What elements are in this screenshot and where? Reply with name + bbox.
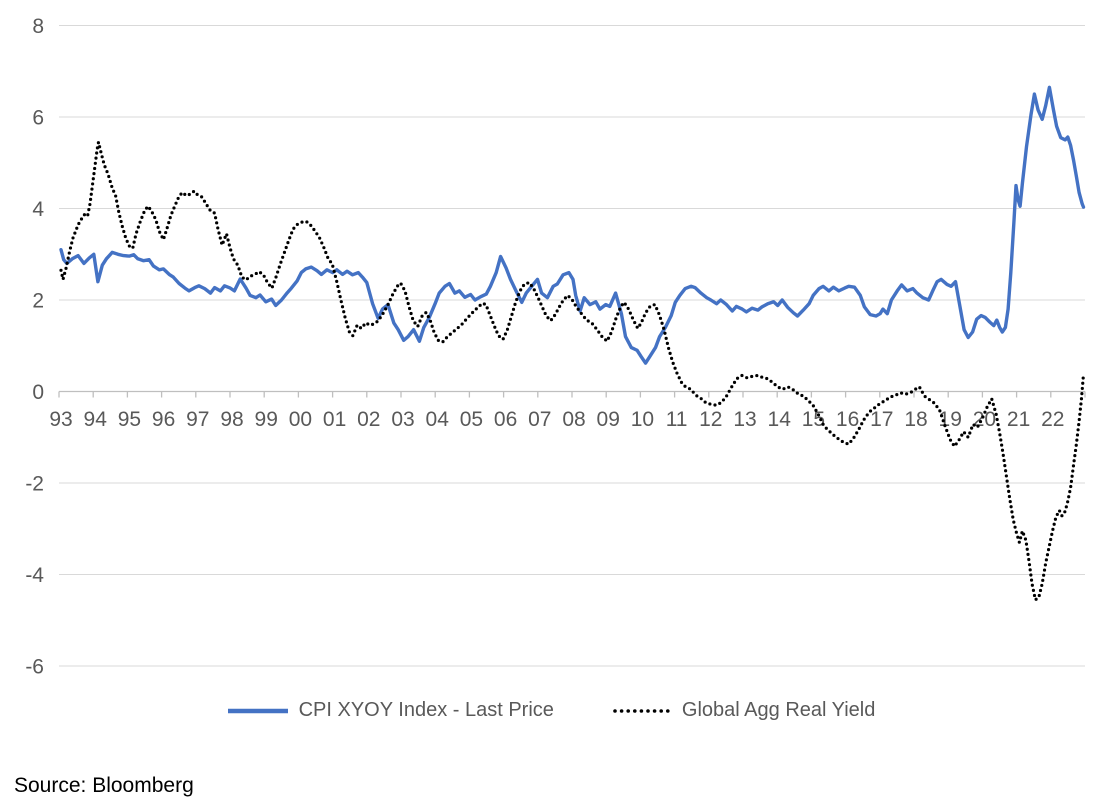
x-axis-tick-label-08: 08 [562,408,585,431]
x-axis-tick-label-13: 13 [733,408,756,431]
x-axis-tick-label-05: 05 [460,408,483,431]
x-axis-tick-label-06: 06 [494,408,517,431]
legend-item-cpi: CPI XYOY Index - Last Price [227,699,554,722]
y-axis-tick-label--6: -6 [25,656,44,679]
source-caption: Source: Bloomberg [14,774,194,797]
x-axis-tick-label-04: 04 [426,408,450,431]
cpi-line-series [59,85,1086,365]
y-axis-tick-label--4: -4 [25,564,44,587]
x-axis-tick-label-99: 99 [255,408,278,431]
x-axis-tick-label-02: 02 [357,408,380,431]
real-yield-dotted-series [59,141,1085,603]
y-axis-tick-label-4: 4 [32,198,44,221]
legend-solid-line-icon [227,708,288,713]
x-axis-tick-label-16: 16 [836,408,859,431]
y-axis-tick-label-6: 6 [32,107,44,130]
x-axis-tick-label-18: 18 [904,408,927,431]
x-axis-tick-label-22: 22 [1041,408,1064,431]
x-axis-tick-label-94: 94 [84,408,108,431]
x-axis-tick-label-01: 01 [323,408,346,431]
x-axis-tick-label-12: 12 [699,408,722,431]
x-axis-tick-label-96: 96 [152,408,175,431]
x-axis-tick-label-97: 97 [186,408,209,431]
legend-item-yield: Global Agg Real Yield [612,699,875,722]
x-axis-tick-label-98: 98 [220,408,243,431]
x-axis-tick-label-19: 19 [939,408,962,431]
x-axis-tick-label-09: 09 [597,408,620,431]
x-axis-tick-label-11: 11 [666,408,688,431]
y-axis-tick-label-0: 0 [32,381,44,404]
x-axis-tick-label-95: 95 [118,408,141,431]
x-axis-tick-label-10: 10 [631,408,654,431]
y-axis-tick-label-2: 2 [32,290,44,313]
chart-legend: CPI XYOY Index - Last Price Global Agg R… [0,699,1102,722]
x-axis-tick-label-17: 17 [870,408,893,431]
x-axis-tick-label-07: 07 [528,408,551,431]
x-axis-tick-label-21: 21 [1007,408,1030,431]
legend-dotted-line-icon [613,708,672,713]
legend-label-cpi: CPI XYOY Index - Last Price [298,699,554,721]
x-axis-tick-label-03: 03 [391,408,414,431]
x-axis-tick-label-93: 93 [49,408,72,431]
legend-label-yield: Global Agg Real Yield [681,699,876,721]
y-axis-tick-label-8: 8 [32,15,44,38]
x-axis-tick-label-00: 00 [289,408,312,431]
x-axis-tick-label-14: 14 [768,408,792,431]
y-axis-tick-label--2: -2 [25,473,44,496]
